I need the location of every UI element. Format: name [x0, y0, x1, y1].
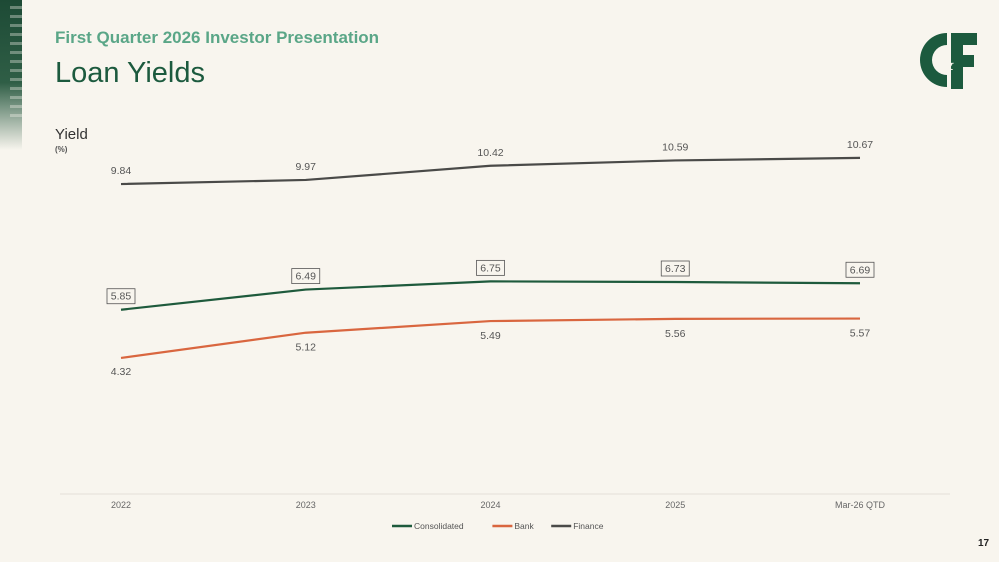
page-number: 17	[978, 538, 990, 549]
legend-label: Finance	[573, 521, 604, 531]
data-label: 5.49	[480, 330, 501, 342]
data-label-box	[845, 261, 875, 278]
data-label: 10.59	[662, 141, 688, 153]
y-axis-unit: (%)	[55, 145, 68, 154]
x-tick-label: 2025	[665, 500, 685, 510]
series-line	[120, 156, 861, 186]
cf-monogram-logo: &	[920, 33, 977, 89]
data-label: 9.84	[111, 165, 132, 177]
series-line	[120, 280, 861, 311]
data-label: 10.67	[847, 139, 873, 151]
x-tick-label: Mar-26 QTD	[835, 500, 886, 510]
x-tick-label: 2024	[480, 500, 500, 510]
data-label: 6.73	[665, 263, 686, 275]
data-label: 5.12	[296, 342, 317, 354]
legend-label: Consolidated	[414, 521, 464, 531]
data-label: 9.97	[296, 161, 317, 173]
data-label: 6.49	[296, 271, 317, 283]
decorative-edge	[0, 0, 22, 150]
data-label: 5.85	[111, 291, 132, 303]
data-label: 6.69	[850, 264, 871, 276]
data-label: 10.42	[477, 147, 503, 159]
x-tick-label: 2022	[111, 500, 131, 510]
y-axis-title: Yield	[55, 126, 88, 143]
data-label-box	[660, 260, 690, 277]
data-label: 6.75	[480, 262, 501, 274]
data-label-box	[291, 268, 321, 284]
data-label-box	[106, 288, 136, 305]
presentation-subtitle: First Quarter 2026 Investor Presentation	[55, 28, 380, 47]
x-tick-label: 2023	[296, 500, 316, 510]
page-title: Loan Yields	[55, 57, 205, 89]
data-label: 5.56	[665, 328, 686, 340]
data-label: 4.32	[111, 366, 132, 378]
svg-text:&: &	[940, 54, 954, 74]
legend-label: Bank	[514, 521, 534, 531]
data-label: 5.57	[850, 328, 871, 340]
data-label-box	[476, 259, 505, 276]
